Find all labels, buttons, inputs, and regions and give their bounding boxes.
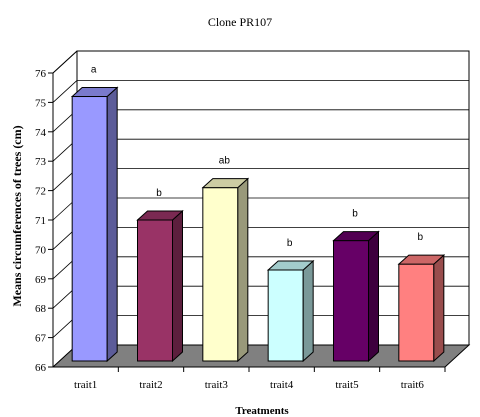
x-tick-label: trait5 (335, 379, 359, 391)
y-axis-label: Means circumferences of trees (cm) (10, 125, 24, 306)
bar-top-trait3 (201, 178, 250, 189)
bar-trait1 (71, 96, 108, 362)
bar-side-trait6 (433, 253, 445, 363)
bar-trait6 (398, 263, 435, 362)
bar-top-trait4 (266, 260, 315, 271)
x-axis-label: Treatments (235, 405, 289, 417)
y-axis-top-edge (52, 50, 78, 74)
plot-area: 66 67 68 69 70 71 72 73 74 75 76 a trait1 b trait2 ab tr… (35, 50, 471, 391)
bar-top-trait1 (70, 87, 119, 98)
bar-trait4 (267, 269, 304, 362)
bar-top-trait5 (332, 231, 380, 242)
bar-side-trait5 (368, 230, 379, 363)
bar-top-trait2 (136, 210, 184, 221)
bar-annotation: b (418, 232, 424, 243)
y-tick-label: 71 (35, 215, 46, 227)
bar-annotation: b (287, 238, 293, 249)
x-tick-label: trait4 (270, 379, 294, 391)
gridline-side (52, 80, 78, 103)
bar-side-trait2 (172, 209, 183, 363)
y-tick-label: 67 (35, 333, 47, 345)
x-tick-label: trait3 (205, 379, 229, 391)
bar-trait2 (137, 219, 173, 362)
y-tick-label: 68 (35, 303, 47, 315)
bar-annotation: b (156, 188, 162, 199)
y-tick-label: 72 (35, 186, 46, 198)
y-tick-label: 76 (35, 68, 47, 80)
bar-trait3 (202, 187, 239, 362)
bar-annotation: b (352, 209, 358, 220)
y-tick-label: 70 (35, 244, 47, 256)
chart-title: Clone PR107 (208, 15, 272, 29)
bar-annotation: ab (219, 156, 231, 167)
x-tick-label: trait1 (74, 379, 97, 391)
x-tick-label: trait6 (401, 379, 425, 391)
bar-top-trait6 (397, 254, 446, 265)
bar-side-trait3 (237, 177, 249, 363)
bar-side-trait4 (302, 259, 314, 363)
y-tick-label: 69 (35, 274, 47, 286)
x-tick-label: trait2 (139, 379, 162, 391)
bar-side-trait1 (106, 86, 118, 363)
bar-annotation: a (91, 65, 97, 76)
y-tick-label: 75 (35, 97, 47, 109)
bar-trait5 (333, 240, 369, 362)
y-tick-label: 74 (35, 127, 47, 139)
y-tick-label: 66 (35, 362, 47, 374)
y-tick-label: 73 (35, 156, 47, 168)
